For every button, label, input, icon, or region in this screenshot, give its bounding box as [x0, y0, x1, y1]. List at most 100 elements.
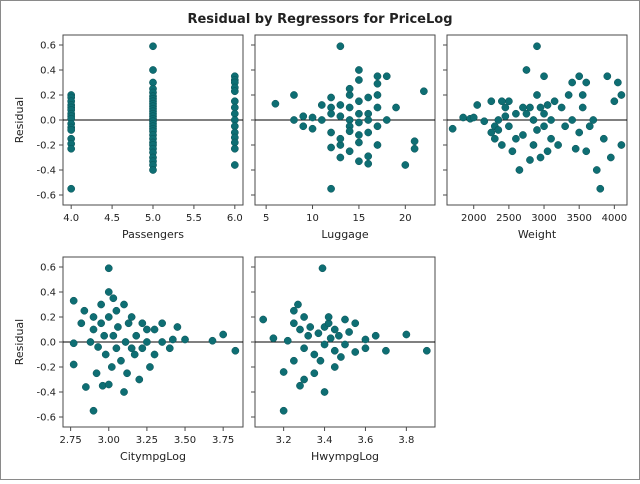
x-axis-label: Luggage — [321, 228, 369, 241]
data-point — [512, 109, 520, 118]
data-point — [561, 122, 569, 131]
data-point — [505, 122, 513, 131]
data-point — [123, 369, 131, 378]
data-point — [299, 112, 308, 121]
data-point — [554, 141, 562, 149]
data-point — [364, 152, 373, 161]
data-point — [208, 336, 217, 345]
data-point — [290, 319, 298, 328]
x-tick-label: 3.50 — [174, 435, 196, 446]
x-axis-label: Passengers — [122, 228, 184, 241]
data-point — [557, 103, 566, 112]
data-point — [330, 325, 339, 334]
data-point — [410, 137, 419, 146]
data-point — [299, 122, 308, 131]
data-point — [336, 134, 345, 143]
data-point — [606, 153, 615, 162]
data-point — [487, 128, 496, 137]
panel-4: 2.75 3.00 3.25 3.50 3.75 -0.6 -0.4 -0.2 0.0 0.2 0.… — [13, 256, 244, 463]
data-point — [355, 109, 363, 118]
data-point — [296, 325, 304, 334]
panel-1: 4.0 4.5 5.0 5.5 6.0 -0.6 -0.4 -0.2 0.0 0.2 0.4 0.6 P… — [13, 34, 244, 241]
panel-5: 3.2 3.4 3.6 3.8 HwympgLog — [251, 256, 436, 463]
data-point — [283, 336, 292, 345]
data-point — [158, 338, 167, 346]
data-point — [582, 147, 591, 156]
data-point — [345, 328, 353, 336]
data-point — [575, 72, 584, 81]
x-tick-label: 3.6 — [358, 435, 374, 446]
data-point — [230, 161, 239, 169]
y-tick-label: -0.2 — [36, 141, 56, 152]
data-point — [149, 66, 157, 74]
data-point — [448, 124, 457, 133]
x-axis-label: Weight — [518, 228, 557, 241]
data-point — [459, 113, 468, 122]
data-point — [487, 97, 496, 106]
data-point — [94, 343, 102, 351]
data-point — [401, 161, 410, 169]
data-point — [318, 264, 327, 273]
data-point — [536, 103, 545, 112]
data-point — [104, 288, 113, 296]
data-point — [345, 84, 354, 93]
data-point — [596, 184, 605, 193]
data-point — [168, 335, 177, 344]
data-point — [67, 184, 76, 193]
x-tick-label: 2.75 — [59, 435, 81, 446]
data-point — [402, 330, 411, 339]
data-point — [310, 369, 319, 378]
data-point — [336, 112, 345, 121]
data-point — [314, 329, 323, 338]
data-point — [290, 91, 298, 99]
data-point — [355, 97, 363, 106]
data-point — [364, 128, 373, 137]
data-point — [522, 66, 531, 74]
data-point — [614, 78, 622, 87]
data-point — [508, 147, 517, 156]
data-point — [599, 134, 608, 143]
x-tick-label: 3.4 — [317, 435, 333, 446]
x-tick-label: 10 — [306, 213, 319, 224]
data-point — [547, 134, 555, 143]
data-point — [526, 103, 534, 112]
y-tick-label: 0.0 — [40, 116, 56, 127]
panel-3: 2000 2500 3000 3500 4000 Weight — [443, 34, 628, 241]
data-point — [355, 131, 363, 139]
data-point — [497, 97, 506, 106]
data-point — [230, 87, 239, 96]
data-point — [540, 109, 548, 118]
y-axis-label: Residual — [13, 97, 26, 143]
y-tick-label: -0.2 — [36, 363, 56, 374]
y-tick-label: 0.2 — [40, 91, 56, 102]
data-point — [279, 368, 288, 376]
data-point — [533, 126, 541, 134]
data-point — [341, 340, 349, 349]
x-tick-label: 2000 — [461, 213, 486, 224]
data-point — [219, 330, 228, 339]
data-point — [109, 331, 118, 340]
data-point — [259, 315, 268, 324]
data-point — [330, 363, 339, 371]
data-point — [337, 353, 345, 361]
y-tick-label: 0.4 — [40, 288, 56, 299]
data-point — [143, 338, 151, 346]
data-point — [392, 103, 400, 112]
data-point — [310, 350, 319, 359]
data-point — [120, 300, 128, 309]
data-point — [69, 360, 78, 369]
data-point — [327, 109, 335, 118]
data-point — [114, 323, 122, 331]
data-point — [501, 112, 510, 121]
x-tick-label: 3500 — [566, 213, 591, 224]
data-point — [150, 350, 159, 359]
data-point — [355, 76, 363, 84]
data-point — [271, 99, 280, 108]
data-point — [355, 138, 363, 147]
data-point — [529, 141, 538, 149]
y-tick-label: -0.4 — [36, 166, 56, 177]
data-point — [296, 381, 304, 390]
data-point — [300, 344, 308, 353]
data-point — [165, 344, 174, 353]
